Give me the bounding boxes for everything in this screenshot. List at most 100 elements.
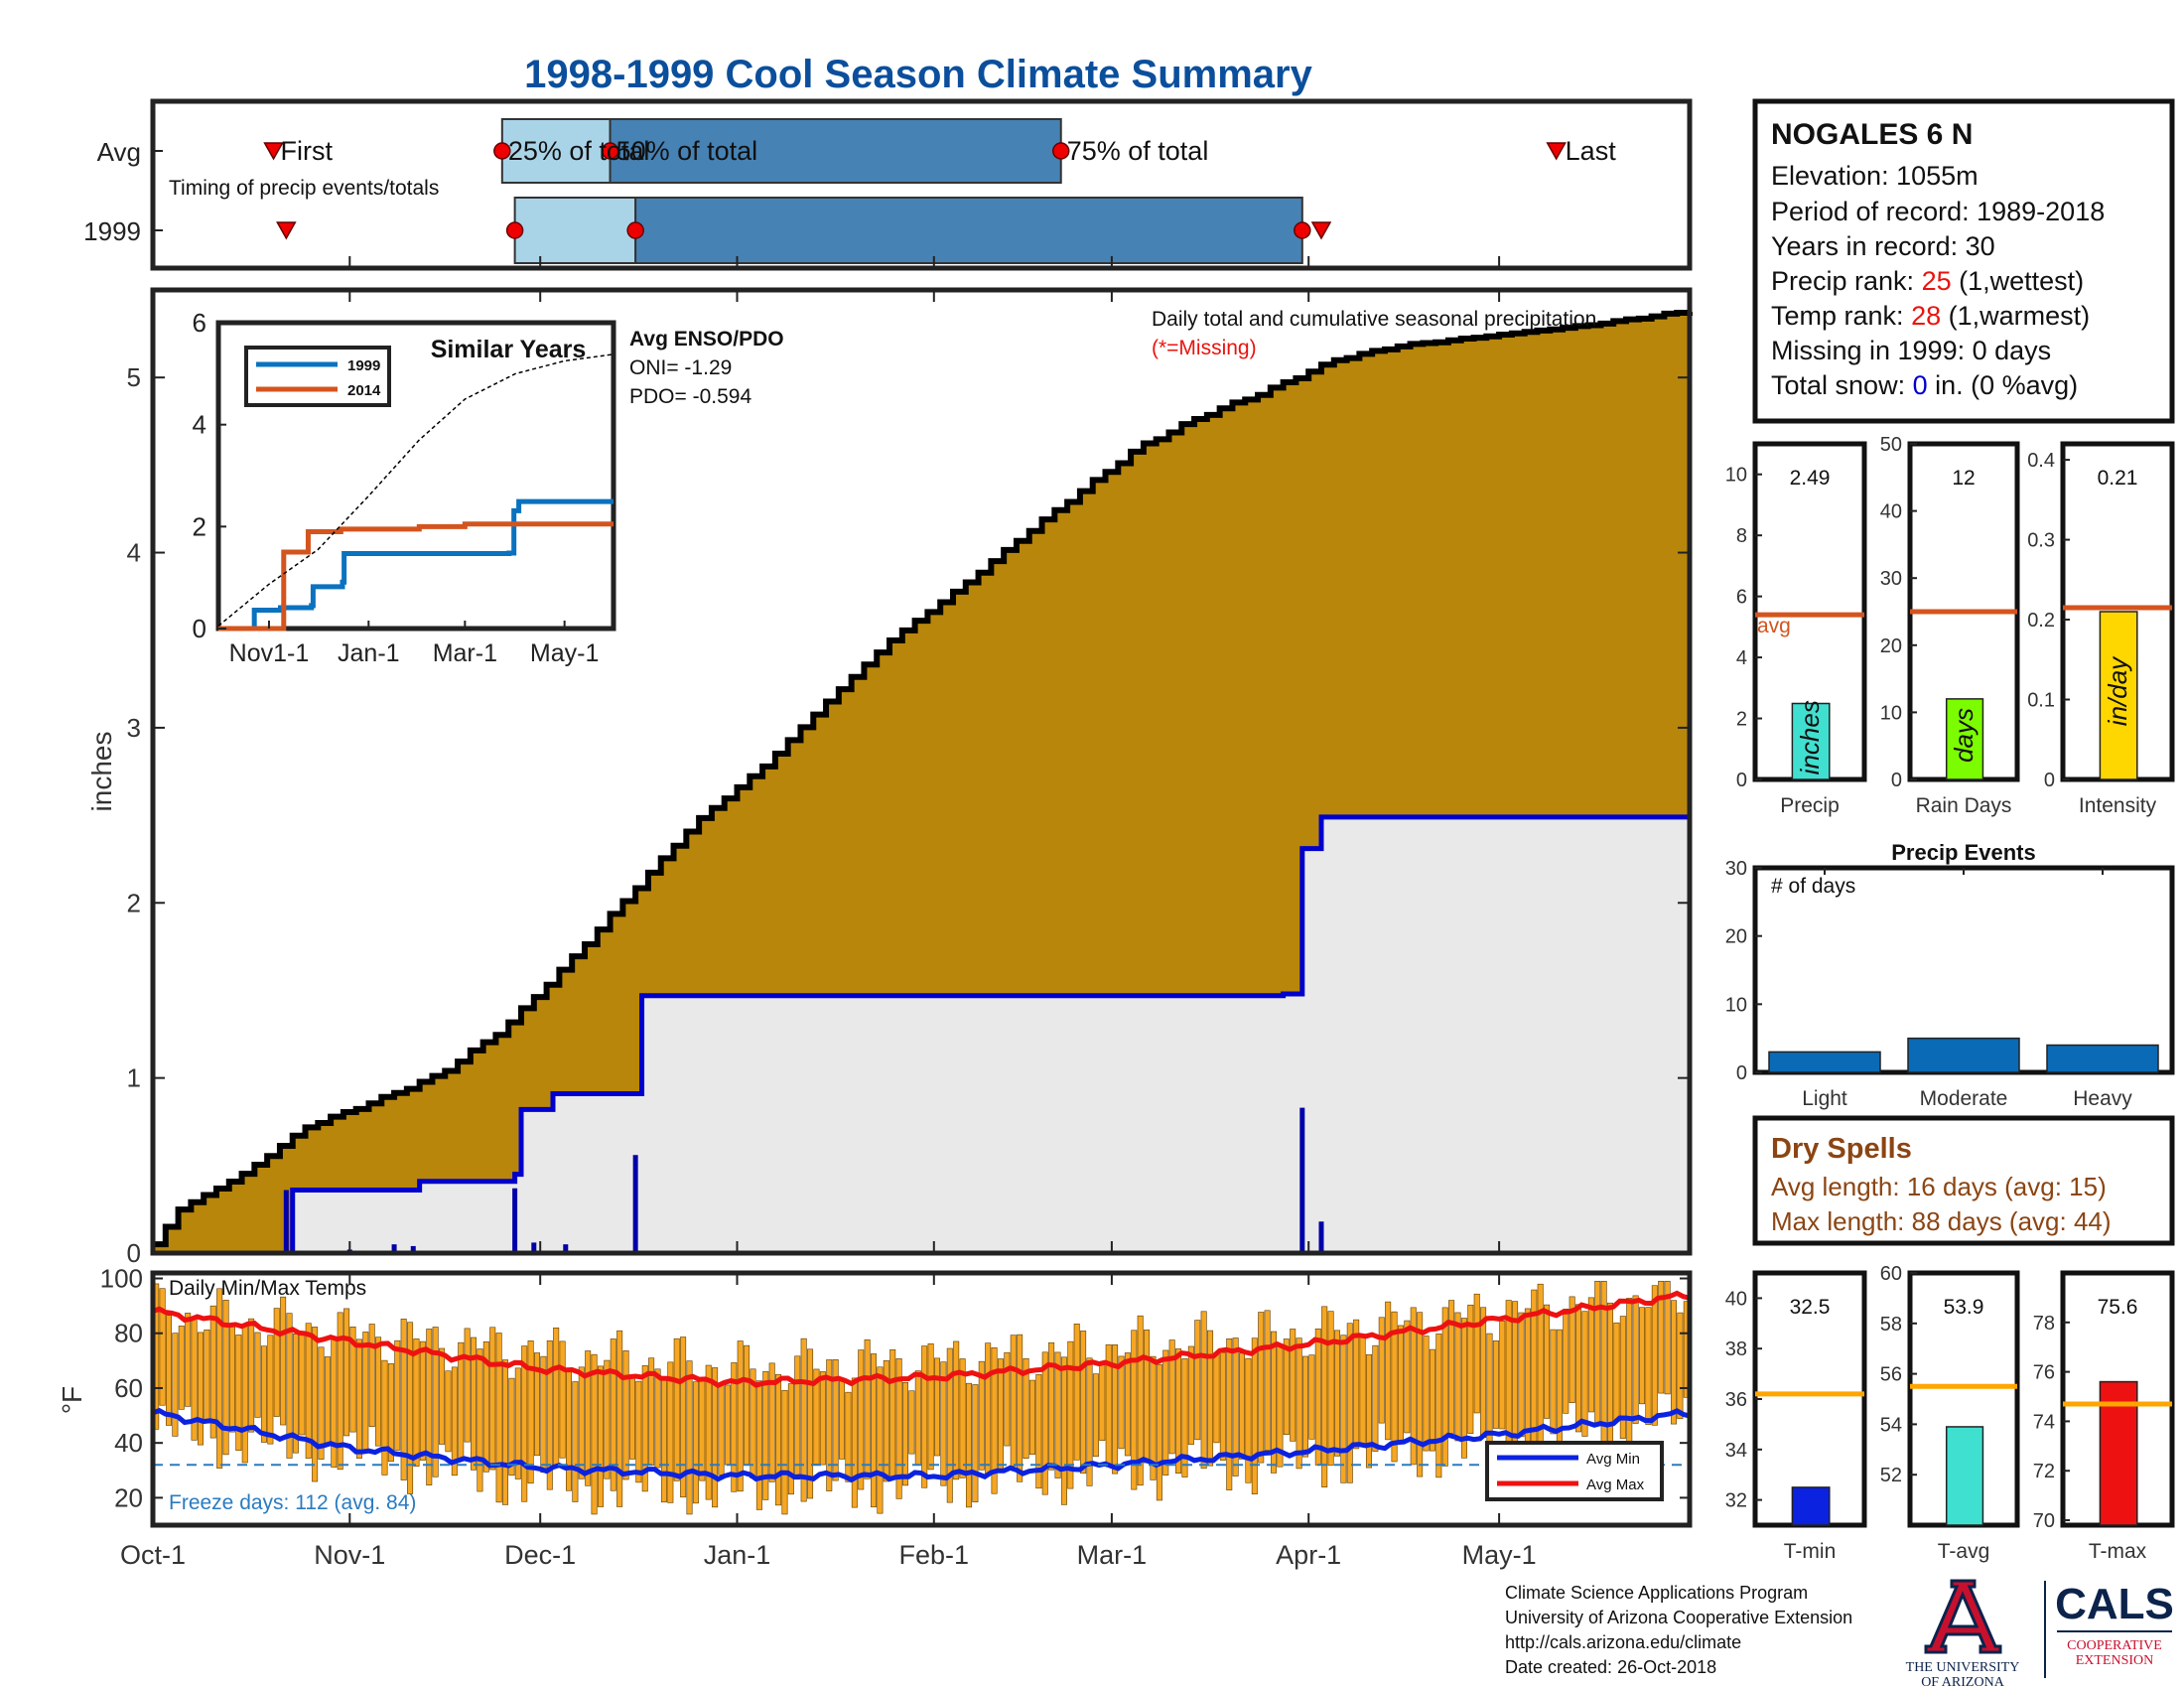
daily-temp-bar — [686, 1360, 693, 1515]
daily-temp-bar — [680, 1336, 687, 1498]
mini-chart-value: 75.6 — [2098, 1296, 2138, 1319]
mini-chart-y-tick-label: 70 — [2033, 1510, 2055, 1532]
mini-chart-bar — [1791, 702, 1831, 780]
daily-temp-bar — [1385, 1301, 1392, 1441]
daily-temp-bar — [946, 1347, 953, 1503]
enso-oni: ONI= -1.29 — [629, 356, 732, 379]
daily-temp-bar — [965, 1382, 972, 1508]
daily-temp-bar — [1423, 1336, 1430, 1452]
inset-plot: 0 2 4 6 Nov1-1 Jan-1 Mar-1 May-1 — [193, 308, 614, 667]
mini-chart-y-tick-label: 8 — [1736, 525, 1747, 547]
daily-temp-bar — [724, 1384, 731, 1466]
timing-first-last-marker — [1310, 221, 1332, 240]
avg-min-temp-line — [152, 1407, 1691, 1483]
daily-temp-bar — [1435, 1334, 1442, 1478]
daily-temp-bar — [375, 1336, 382, 1447]
daily-temp-bar — [482, 1340, 489, 1473]
mini-chart-rain-days: 0 10 20 30 40 50 12 Rain Days days — [1880, 434, 2020, 817]
inset-series-avg — [217, 353, 614, 628]
daily-temp-bar — [744, 1344, 751, 1466]
events-x-tick-label: Light — [1802, 1087, 1847, 1110]
mini-chart-value: 2.49 — [1790, 467, 1831, 490]
daily-temp-bar — [1086, 1357, 1093, 1486]
inset-y-tick-label: 4 — [193, 410, 206, 440]
daily-temp-bar — [781, 1389, 788, 1515]
daily-temp-bar — [1372, 1344, 1379, 1452]
temp-y-tick-label: 80 — [114, 1319, 143, 1348]
daily-temp-bar — [1302, 1355, 1308, 1458]
daily-temp-bar — [1187, 1345, 1194, 1445]
mini-chart-t-min: 32 34 36 38 40 32.5 T-min — [1725, 1270, 1867, 1563]
daily-temp-bar — [407, 1322, 414, 1494]
daily-precip-bar — [632, 1155, 638, 1253]
timing-label-last: Last — [1566, 136, 1617, 166]
daily-temp-bar — [362, 1332, 369, 1452]
precip-summary-charts: 0 2 4 6 8 10 2.49 Precip inches avg 0 10 20 30 40 50 12 R… — [1725, 434, 2175, 817]
station-info-box: NOGALES 6 N Elevation: 1055m Period of r… — [1752, 98, 2175, 424]
daily-temp-bar — [628, 1376, 635, 1460]
cals-logo-line-2: EXTENSION — [2076, 1653, 2154, 1668]
timing-label-25: 25% of total — [508, 136, 650, 166]
inset-x-tick-label: Jan-1 — [338, 639, 400, 667]
daily-temp-bar — [1480, 1307, 1487, 1439]
university-of-arizona-logo: THE UNIVERSITY OF ARIZONA CALS COOPERATI… — [1906, 1579, 2174, 1688]
daily-temp-bar — [1524, 1308, 1531, 1447]
daily-temp-bar — [597, 1365, 604, 1507]
daily-temp-bar — [1092, 1373, 1099, 1458]
daily-temp-bar — [692, 1381, 699, 1504]
daily-temp-bar — [419, 1340, 426, 1461]
daily-temp-bar — [299, 1334, 306, 1436]
cumulative-1999-line — [153, 814, 1690, 1256]
mini-chart-avg-label: avg — [1757, 615, 1791, 637]
daily-temp-bar — [1258, 1312, 1265, 1464]
daily-temp-bar — [1023, 1357, 1029, 1459]
daily-temp-bar — [1004, 1351, 1011, 1447]
mini-chart-unit: days — [1949, 708, 1979, 763]
daily-temp-bar — [209, 1305, 216, 1439]
daily-temp-bar — [985, 1342, 992, 1476]
daily-temp-bar — [1232, 1337, 1239, 1477]
daily-temp-bar — [1353, 1319, 1360, 1450]
daily-temp-bar — [819, 1371, 826, 1466]
daily-temp-bar — [1239, 1352, 1246, 1460]
events-y-tick-label: 20 — [1725, 926, 1747, 948]
mini-chart-y-tick-label: 10 — [1725, 465, 1747, 487]
daily-temp-bar — [1397, 1325, 1404, 1443]
mini-chart-y-tick-label: 54 — [1880, 1414, 1902, 1436]
mini-chart-y-tick-label: 0 — [2044, 770, 2055, 791]
mini-chart-y-tick-label: 38 — [1725, 1338, 1747, 1360]
precip-y-tick-label: 3 — [127, 713, 141, 743]
daily-temp-bar — [578, 1366, 585, 1479]
daily-temp-bar — [241, 1324, 248, 1464]
daily-temp-bar — [1505, 1300, 1512, 1464]
daily-temp-bar — [921, 1345, 928, 1488]
mini-chart-y-tick-label: 36 — [1725, 1389, 1747, 1411]
timing-percentile-marker — [601, 142, 619, 160]
daily-temp-bar — [775, 1373, 782, 1506]
cumulative-1999-area — [153, 816, 1690, 1253]
daily-temp-bar — [508, 1377, 515, 1477]
daily-temp-bar — [787, 1383, 794, 1495]
daily-temp-bar — [1080, 1331, 1087, 1475]
mini-chart-y-tick-label: 78 — [2033, 1313, 2055, 1335]
daily-temp-bar — [1499, 1321, 1506, 1430]
mini-chart-value: 12 — [1952, 467, 1975, 490]
daily-temp-bar — [737, 1340, 744, 1492]
daily-precip-bar — [531, 1242, 537, 1253]
daily-temp-bar — [959, 1358, 966, 1478]
mini-chart-unit: in/day — [2103, 655, 2132, 726]
temp-panel-frame — [150, 1270, 1693, 1528]
precip-y-tick-label: 2 — [127, 888, 141, 917]
daily-temp-bar — [1283, 1338, 1290, 1435]
temp-y-axis: 20 40 60 80 100 — [100, 1264, 1690, 1512]
precip-annotation: Daily total and cumulative seasonal prec… — [1152, 308, 1596, 331]
daily-temp-bar — [1563, 1308, 1570, 1414]
ua-logo-line-1: THE UNIVERSITY — [1906, 1660, 2020, 1675]
daily-temp-bar — [1613, 1322, 1620, 1422]
daily-temp-bar — [1099, 1362, 1106, 1442]
daily-temp-bar — [1118, 1355, 1125, 1450]
daily-temp-bar — [622, 1350, 629, 1480]
daily-temp-bar — [1467, 1304, 1474, 1434]
daily-temp-bar — [1028, 1379, 1035, 1456]
